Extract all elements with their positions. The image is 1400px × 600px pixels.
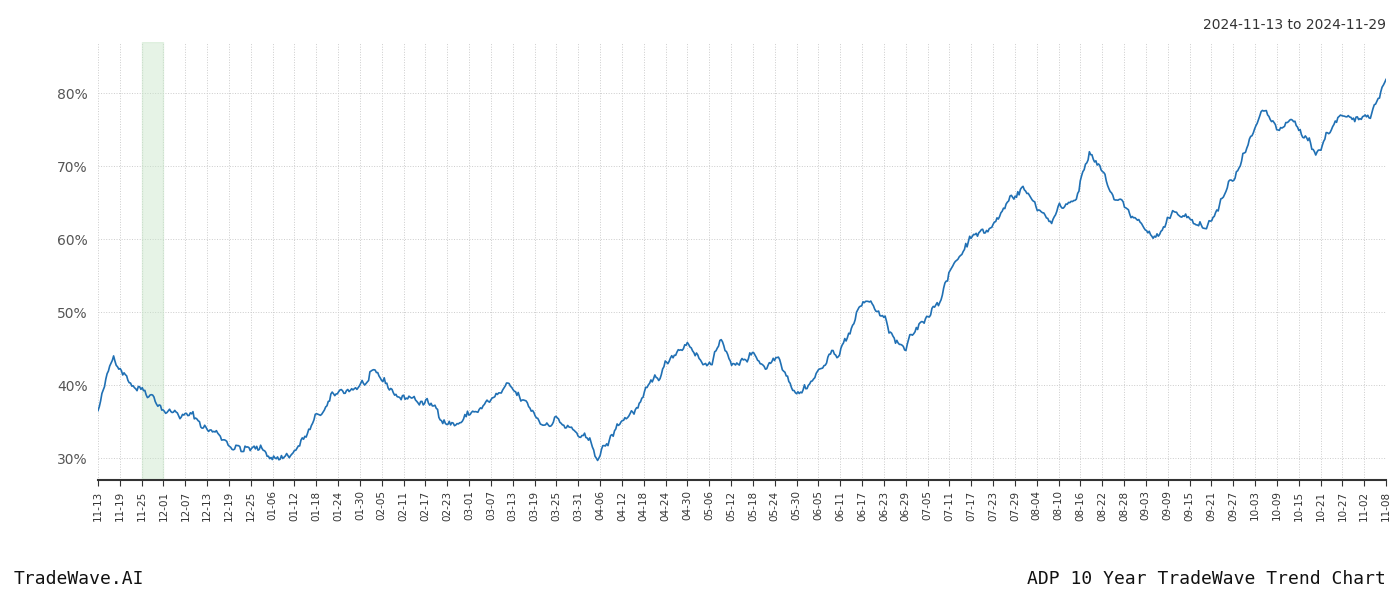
Text: TradeWave.AI: TradeWave.AI bbox=[14, 570, 144, 588]
Text: 2024-11-13 to 2024-11-29: 2024-11-13 to 2024-11-29 bbox=[1203, 18, 1386, 32]
Text: ADP 10 Year TradeWave Trend Chart: ADP 10 Year TradeWave Trend Chart bbox=[1028, 570, 1386, 588]
Bar bbox=[141, 42, 164, 480]
